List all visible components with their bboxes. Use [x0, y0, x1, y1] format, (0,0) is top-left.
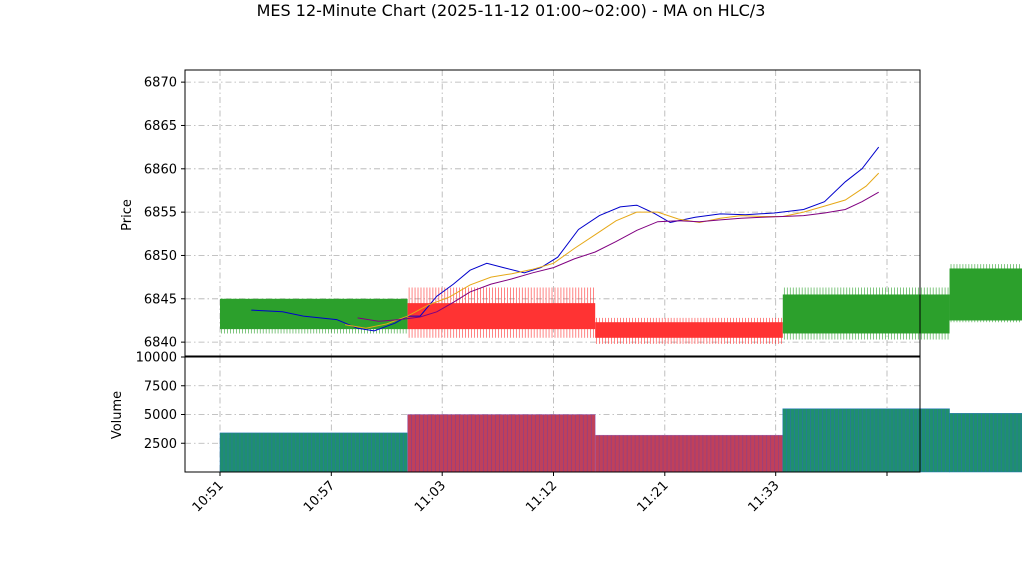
- x-tick-label: 11:03: [412, 478, 449, 515]
- price-panel-frame: [184, 69, 921, 357]
- moving-average-ma-slow: [357, 191, 879, 322]
- price-axis-label: Price: [120, 199, 135, 231]
- volume-bar: [407, 414, 596, 473]
- x-tick-label: 11:33: [745, 478, 782, 515]
- candle-body: [949, 268, 1022, 321]
- volume-panel-frame: [184, 356, 921, 473]
- volume-tick-label: 2500: [144, 437, 177, 452]
- x-tick-label: 11:12: [523, 478, 560, 515]
- moving-average-lines: [251, 146, 880, 332]
- price-tick-label: 6850: [144, 249, 177, 264]
- price-tick-label: 6865: [144, 119, 177, 134]
- volume-bar: [219, 432, 408, 473]
- candle-body: [407, 303, 596, 330]
- price-tick-label: 6870: [144, 76, 177, 91]
- price-tick-label: 6840: [144, 336, 177, 351]
- x-tick-label: 11:21: [635, 478, 672, 515]
- x-tick-label: 10:51: [190, 478, 227, 515]
- volume-tick-label: 7500: [144, 379, 177, 394]
- candle-body: [595, 322, 783, 338]
- moving-average-ma-fast: [251, 146, 880, 332]
- chart-title: MES 12-Minute Chart (2025-11-12 01:00~02…: [257, 1, 766, 20]
- price-tick-label: 6855: [144, 206, 177, 221]
- volume-bar: [594, 434, 784, 473]
- candle-body: [782, 294, 950, 334]
- candle-body: [220, 298, 408, 330]
- volume-bars: [219, 408, 1022, 473]
- x-tick-label: 10:57: [301, 478, 338, 515]
- volume-bar: [949, 413, 1022, 473]
- moving-average-ma-mid: [345, 172, 880, 329]
- volume-axis-label: Volume: [110, 391, 125, 439]
- price-bars: [220, 264, 1022, 344]
- price-tick-label: 6845: [144, 292, 177, 307]
- volume-tick-label: 5000: [144, 408, 177, 423]
- volume-tick-label: 10000: [136, 351, 177, 366]
- price-tick-label: 6860: [144, 162, 177, 177]
